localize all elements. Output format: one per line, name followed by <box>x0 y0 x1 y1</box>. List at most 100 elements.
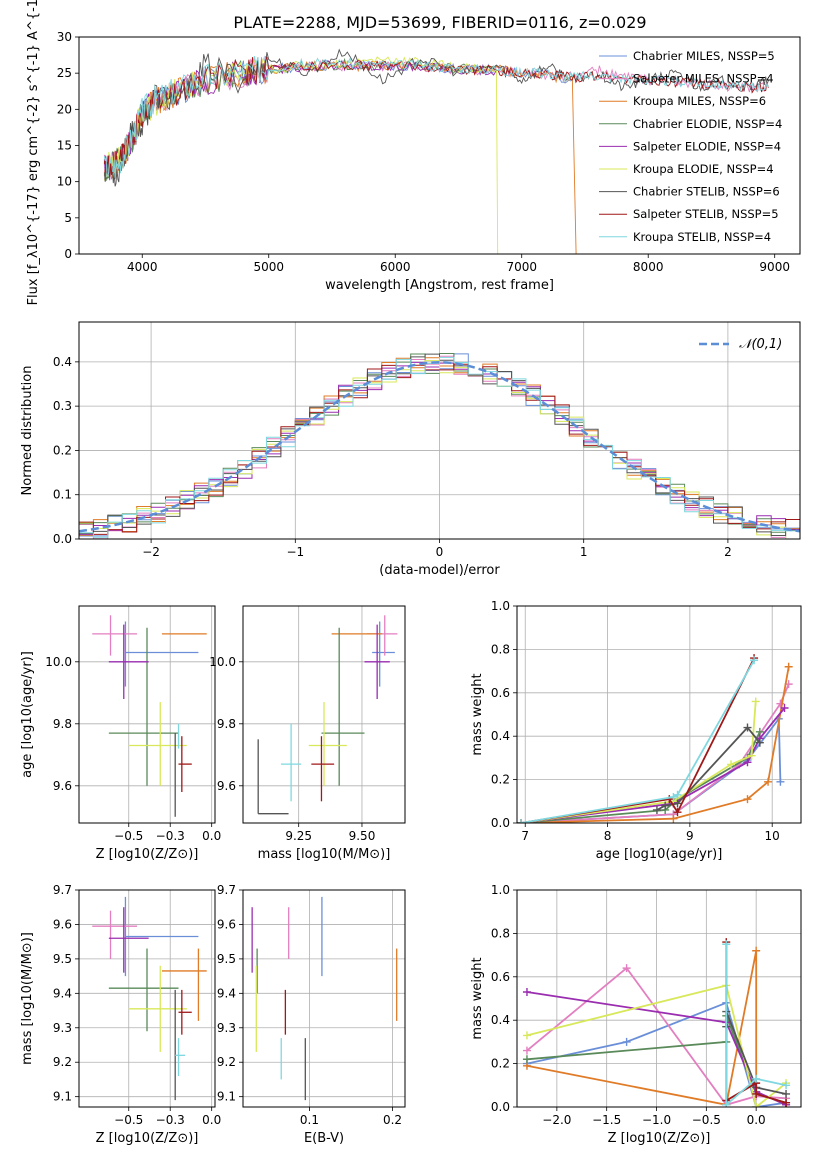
weight-marker <box>752 946 761 955</box>
error-cross <box>175 1038 186 1076</box>
x-tick-label: −1 <box>286 545 304 559</box>
spectrum-line <box>103 55 769 178</box>
axes-frame <box>78 889 216 1108</box>
x-tick-label: 4000 <box>127 260 158 274</box>
error-cross <box>321 627 365 786</box>
weight-marker <box>747 751 756 760</box>
panel-mass-weight-vs-metallicity: −2.0 −1.5 −1.0 −0.5 0.0 0.0 0.2 0.4 0.6 0.8 1.0 Z [… <box>470 883 802 1146</box>
x-tick-label: 1 <box>580 545 588 559</box>
legend-label: Kroupa ELODIE, NSSP=4 <box>633 162 774 176</box>
y-axis-label: mass weight <box>470 957 485 1039</box>
weight-marker <box>622 1037 631 1046</box>
weight-marker <box>776 777 785 786</box>
y-tick-label: 0.8 <box>491 642 510 656</box>
x-tick-label: −0.5 <box>114 1113 143 1127</box>
y-tick-label: 9.5 <box>53 952 72 966</box>
weight-marker <box>522 1046 531 1055</box>
weight-line <box>520 707 786 823</box>
weight-marker <box>522 987 531 996</box>
x-axis-label: (data-model)/error <box>379 563 500 578</box>
axes-frame <box>78 36 801 255</box>
weight-marker <box>665 795 674 804</box>
error-cross <box>178 989 192 1035</box>
y-tick-label: 9.1 <box>53 1090 72 1104</box>
y-tick-label: 0.4 <box>53 355 72 369</box>
weight-marker <box>622 964 631 973</box>
weight-marker <box>743 795 752 804</box>
y-tick-label: 0.0 <box>491 1100 510 1114</box>
error-cross <box>92 615 138 656</box>
x-axis-label: age [log10(age/yr)] <box>596 847 723 862</box>
age-vs-mass-marks <box>257 615 398 815</box>
panel-mass-weight-vs-age: 7 8 9 10 0.0 0.2 0.4 0.6 0.8 1.0 age [log10(age/yr… <box>470 599 802 862</box>
legend-label: Chabrier STELIB, NSSP=6 <box>633 185 780 199</box>
error-cross <box>178 736 192 792</box>
y-tick-label: 0.3 <box>53 399 72 413</box>
x-tick-label: 0.2 <box>383 1113 402 1127</box>
panel-age-vs-mass: 9.25 9.50 9.6 9.8 10.0 mass [log10(M/M⊙)] <box>209 605 406 862</box>
y-tick-label: 9.2 <box>53 1055 72 1069</box>
x-axis-label: E(B-V) <box>304 1131 344 1146</box>
x-tick-label: −0.5 <box>114 829 143 843</box>
y-tick-label: 25 <box>57 66 72 80</box>
axes-frame <box>516 605 802 824</box>
x-tick-label: 9.25 <box>285 829 312 843</box>
y-tick-label: 10.0 <box>45 655 72 669</box>
normal-reference-curve <box>79 361 800 533</box>
error-cross <box>280 723 302 802</box>
x-tick-label: −1.0 <box>642 1113 671 1127</box>
x-tick-label: −0.3 <box>156 829 185 843</box>
weight-marker <box>673 799 682 808</box>
error-cross <box>367 615 398 656</box>
x-tick-label: 9 <box>686 829 694 843</box>
panel-mass-vs-metallicity: −0.5 −0.3 0.0 9.1 9.2 9.3 9.4 9.5 9.6 9.7 Z [log10… <box>20 883 221 1146</box>
error-cross <box>308 702 347 786</box>
y-tick-label: 0.4 <box>491 1013 510 1027</box>
error-cross <box>124 896 199 977</box>
y-tick-label: 10.0 <box>209 655 236 669</box>
x-tick-label: 7000 <box>506 260 537 274</box>
error-cross <box>108 627 179 786</box>
y-tick-label: 9.3 <box>217 1021 236 1035</box>
weight-line <box>520 657 755 823</box>
weight-marker <box>722 1100 731 1107</box>
legend-label: Salpeter ELODIE, NSSP=4 <box>633 139 781 153</box>
age-vs-metallicity-marks <box>92 615 207 817</box>
y-tick-label: 9.2 <box>217 1055 236 1069</box>
weight-marker <box>673 790 682 799</box>
x-tick-label: 8000 <box>633 260 664 274</box>
panel-mass-vs-extinction: 0.1 0.2 9.1 9.2 9.3 9.4 9.5 9.6 9.7 E(B-V) <box>217 883 406 1146</box>
mass-weight-vs-age-marks <box>517 654 793 823</box>
x-tick-label: 0.0 <box>202 1113 221 1127</box>
legend-label: Chabrier MILES, NSSP=5 <box>633 49 775 63</box>
axes-frame <box>242 605 406 824</box>
spectrum-marks <box>103 48 769 254</box>
weight-marker <box>752 1074 761 1083</box>
legend-label: 𝒩(0,1) <box>739 337 782 352</box>
y-tick-label: 0.8 <box>491 926 510 940</box>
error-cross <box>108 907 149 973</box>
legend-label: Salpeter STELIB, NSSP=5 <box>633 207 779 221</box>
error-cross <box>364 624 390 699</box>
error-cross <box>124 621 199 687</box>
x-tick-label: −0.5 <box>692 1113 721 1127</box>
axes-frame <box>242 889 406 1108</box>
x-tick-label: 9000 <box>759 260 790 274</box>
y-tick-label: 0.1 <box>53 488 72 502</box>
weight-marker <box>755 738 764 747</box>
residual-histogram <box>79 363 800 535</box>
weight-line <box>520 659 755 823</box>
legend-label: Chabrier ELODIE, NSSP=4 <box>633 117 782 131</box>
panel-residuals: −2 −1 0 1 2 0.0 0.1 0.2 0.3 0.4 (data-model)/error… <box>20 321 801 578</box>
y-tick-label: 9.8 <box>217 717 236 731</box>
y-tick-label: 0.2 <box>491 773 510 787</box>
weight-marker <box>743 723 752 732</box>
y-tick-label: 0.0 <box>53 532 72 546</box>
y-tick-label: 10 <box>57 175 72 189</box>
y-tick-label: 0.6 <box>491 970 510 984</box>
x-tick-label: 2 <box>724 545 732 559</box>
x-tick-label: −0.3 <box>156 1113 185 1127</box>
y-tick-label: 9.6 <box>217 779 236 793</box>
weight-marker <box>743 758 752 767</box>
y-axis-label: mass [log10(M/M⊙)] <box>20 932 35 1065</box>
